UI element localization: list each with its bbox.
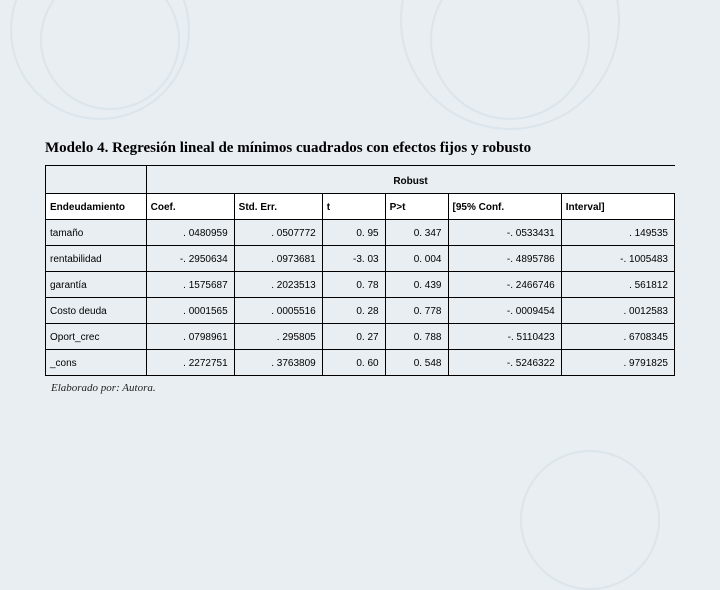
cell-t: 0. 78 bbox=[322, 272, 385, 298]
cell-pt: 0. 778 bbox=[385, 298, 448, 324]
cell-var: Costo deuda bbox=[46, 298, 147, 324]
header-coef: Coef. bbox=[146, 194, 234, 220]
cell-ci-lo: -. 0009454 bbox=[448, 298, 561, 324]
cell-se: . 3763809 bbox=[234, 350, 322, 376]
cell-var: rentabilidad bbox=[46, 246, 147, 272]
cell-ci-lo: -. 2466746 bbox=[448, 272, 561, 298]
model-title: Modelo 4. Regresión lineal de mínimos cu… bbox=[45, 140, 675, 157]
cell-coef: . 1575687 bbox=[146, 272, 234, 298]
cell-t: 0. 28 bbox=[322, 298, 385, 324]
cell-pt: 0. 548 bbox=[385, 350, 448, 376]
cell-coef: . 0480959 bbox=[146, 220, 234, 246]
cell-ci-lo: -. 4895786 bbox=[448, 246, 561, 272]
cell-var: garantía bbox=[46, 272, 147, 298]
cell-se: . 295805 bbox=[234, 324, 322, 350]
cell-ci-lo: -. 0533431 bbox=[448, 220, 561, 246]
table-caption: Elaborado por: Autora. bbox=[51, 382, 675, 394]
cell-ci-hi: . 149535 bbox=[561, 220, 674, 246]
table-row: Costo deuda. 0001565. 00055160. 280. 778… bbox=[46, 298, 675, 324]
cell-ci-hi: . 0012583 bbox=[561, 298, 674, 324]
cell-ci-lo: -. 5246322 bbox=[448, 350, 561, 376]
cell-coef: . 2272751 bbox=[146, 350, 234, 376]
regression-table: Robust Endeudamiento Coef. Std. Err. t P… bbox=[45, 165, 675, 376]
robust-header-row: Robust bbox=[46, 166, 675, 194]
cell-var: Oport_crec bbox=[46, 324, 147, 350]
header-se: Std. Err. bbox=[234, 194, 322, 220]
header-pt: P>t bbox=[385, 194, 448, 220]
table-row: tamaño. 0480959. 05077720. 950. 347-. 05… bbox=[46, 220, 675, 246]
cell-ci-hi: . 6708345 bbox=[561, 324, 674, 350]
cell-se: . 0507772 bbox=[234, 220, 322, 246]
cell-se: . 0005516 bbox=[234, 298, 322, 324]
header-t: t bbox=[322, 194, 385, 220]
cell-pt: 0. 439 bbox=[385, 272, 448, 298]
table-row: garantía. 1575687. 20235130. 780. 439-. … bbox=[46, 272, 675, 298]
header-ci-hi: Interval] bbox=[561, 194, 674, 220]
header-ci-lo: [95% Conf. bbox=[448, 194, 561, 220]
cell-coef: . 0798961 bbox=[146, 324, 234, 350]
cell-ci-hi: -. 1005483 bbox=[561, 246, 674, 272]
cell-se: . 2023513 bbox=[234, 272, 322, 298]
cell-ci-hi: . 9791825 bbox=[561, 350, 674, 376]
header-row: Endeudamiento Coef. Std. Err. t P>t [95%… bbox=[46, 194, 675, 220]
robust-label: Robust bbox=[146, 166, 674, 194]
table-row: _cons. 2272751. 37638090. 600. 548-. 524… bbox=[46, 350, 675, 376]
cell-coef: -. 2950634 bbox=[146, 246, 234, 272]
cell-coef: . 0001565 bbox=[146, 298, 234, 324]
table-row: rentabilidad-. 2950634. 0973681-3. 030. … bbox=[46, 246, 675, 272]
cell-t: 0. 60 bbox=[322, 350, 385, 376]
cell-var: tamaño bbox=[46, 220, 147, 246]
cell-ci-lo: -. 5110423 bbox=[448, 324, 561, 350]
header-var: Endeudamiento bbox=[46, 194, 147, 220]
cell-pt: 0. 347 bbox=[385, 220, 448, 246]
cell-t: -3. 03 bbox=[322, 246, 385, 272]
cell-t: 0. 27 bbox=[322, 324, 385, 350]
cell-var: _cons bbox=[46, 350, 147, 376]
table-row: Oport_crec. 0798961. 2958050. 270. 788-.… bbox=[46, 324, 675, 350]
cell-se: . 0973681 bbox=[234, 246, 322, 272]
cell-pt: 0. 788 bbox=[385, 324, 448, 350]
cell-t: 0. 95 bbox=[322, 220, 385, 246]
robust-blank bbox=[46, 166, 147, 194]
cell-pt: 0. 004 bbox=[385, 246, 448, 272]
cell-ci-hi: . 561812 bbox=[561, 272, 674, 298]
